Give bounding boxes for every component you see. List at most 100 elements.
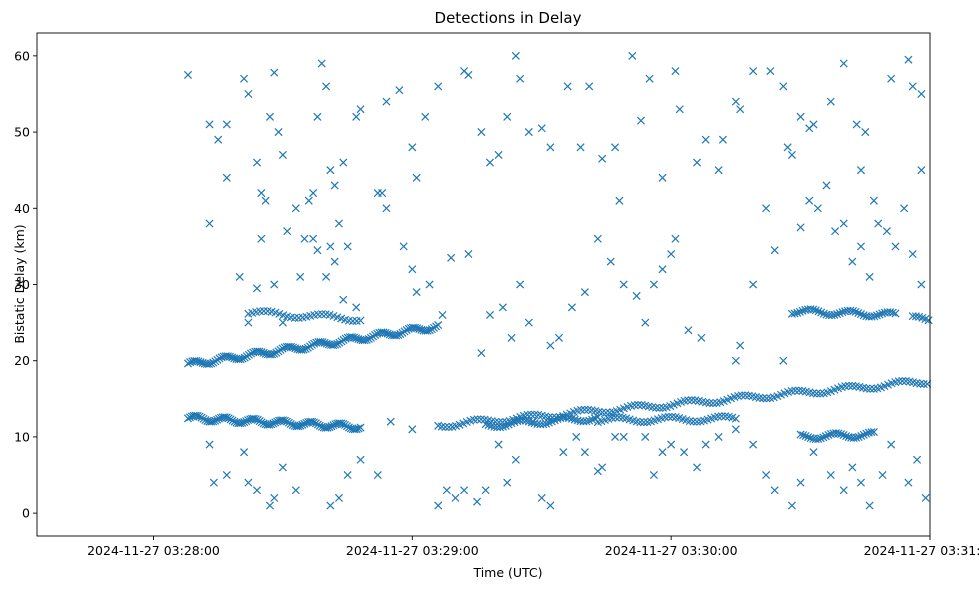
- data-point: [290, 313, 299, 322]
- data-point: [917, 280, 926, 289]
- data-point: [875, 310, 884, 319]
- data-point: [352, 112, 361, 121]
- data-point: [274, 128, 283, 137]
- data-point: [900, 204, 909, 213]
- data-point: [787, 150, 796, 159]
- data-point: [842, 432, 851, 441]
- data-point: [619, 432, 628, 441]
- data-point: [415, 324, 424, 333]
- data-point: [296, 421, 305, 430]
- data-point: [701, 440, 710, 449]
- data-point: [878, 471, 887, 480]
- data-point: [701, 135, 710, 144]
- data-point: [559, 448, 568, 457]
- data-point: [333, 339, 342, 348]
- x-tick-label: 2024-11-27 03:28:00: [87, 543, 220, 558]
- data-point: [331, 340, 340, 349]
- data-point: [244, 478, 253, 487]
- data-point: [183, 359, 193, 368]
- data-point: [582, 417, 591, 426]
- data-point: [830, 310, 839, 319]
- y-tick-label: 40: [14, 201, 30, 216]
- data-point: [667, 249, 676, 259]
- data-point: [441, 423, 450, 432]
- data-point: [593, 234, 602, 243]
- data-point: [310, 339, 319, 348]
- data-point: [257, 189, 266, 198]
- data-point: [819, 433, 828, 442]
- data-point: [494, 150, 503, 159]
- data-point: [510, 418, 519, 427]
- data-point: [240, 74, 249, 83]
- data-point: [271, 418, 280, 427]
- plot-marks: [183, 51, 933, 510]
- data-point: [222, 471, 231, 480]
- data-point: [766, 67, 775, 76]
- data-point: [494, 440, 503, 449]
- data-point: [770, 486, 779, 495]
- data-point: [300, 234, 309, 243]
- data-point: [580, 448, 589, 457]
- data-point: [826, 471, 835, 480]
- data-point: [226, 352, 235, 361]
- data-point: [891, 309, 900, 318]
- data-point: [658, 265, 667, 274]
- data-point: [334, 493, 344, 502]
- data-point: [222, 413, 231, 422]
- data-point: [731, 356, 740, 365]
- data-point: [779, 356, 788, 365]
- data-point: [412, 173, 421, 182]
- data-point: [615, 196, 624, 205]
- data-point: [442, 486, 451, 495]
- data-point: [887, 74, 896, 83]
- data-point: [619, 280, 628, 289]
- data-point: [563, 82, 572, 91]
- data-point: [731, 97, 740, 106]
- data-point: [473, 497, 482, 506]
- data-point: [364, 334, 373, 344]
- data-point: [833, 310, 842, 319]
- data-point: [693, 158, 702, 167]
- data-point: [731, 425, 740, 434]
- data-point: [861, 128, 870, 137]
- data-point: [196, 358, 205, 367]
- x-axis: 2024-11-27 03:28:00 2024-11-27 03:29:00 20…: [87, 536, 979, 558]
- data-point: [215, 354, 224, 363]
- data-point: [917, 166, 926, 175]
- data-point: [812, 389, 821, 398]
- data-point: [851, 307, 860, 316]
- data-point: [759, 394, 768, 403]
- data-point: [628, 51, 637, 60]
- data-point: [356, 455, 365, 464]
- data-point: [731, 414, 740, 423]
- data-point: [412, 288, 421, 297]
- data-point: [236, 355, 245, 364]
- x-tick-label: 2024-11-27 03:31:00: [864, 543, 979, 558]
- data-point: [611, 413, 620, 422]
- data-point: [228, 353, 237, 362]
- data-point: [796, 112, 805, 121]
- data-point: [521, 416, 530, 425]
- data-point: [213, 415, 222, 424]
- data-point: [546, 341, 555, 350]
- data-point: [809, 448, 818, 457]
- data-point: [434, 321, 443, 330]
- data-point: [434, 501, 443, 510]
- data-point: [916, 379, 925, 388]
- data-point: [565, 413, 574, 422]
- data-point: [251, 415, 260, 424]
- data-point: [257, 234, 266, 243]
- data-point: [542, 419, 551, 428]
- data-point: [485, 158, 494, 167]
- y-tick-label: 20: [14, 353, 30, 368]
- data-point: [270, 280, 279, 289]
- data-point: [537, 493, 546, 502]
- data-point: [838, 308, 847, 317]
- data-point: [507, 333, 516, 342]
- data-point: [793, 308, 802, 317]
- data-point: [645, 74, 654, 83]
- data-point: [834, 429, 843, 438]
- data-point: [714, 432, 723, 441]
- data-point: [894, 377, 903, 386]
- data-point: [791, 386, 800, 395]
